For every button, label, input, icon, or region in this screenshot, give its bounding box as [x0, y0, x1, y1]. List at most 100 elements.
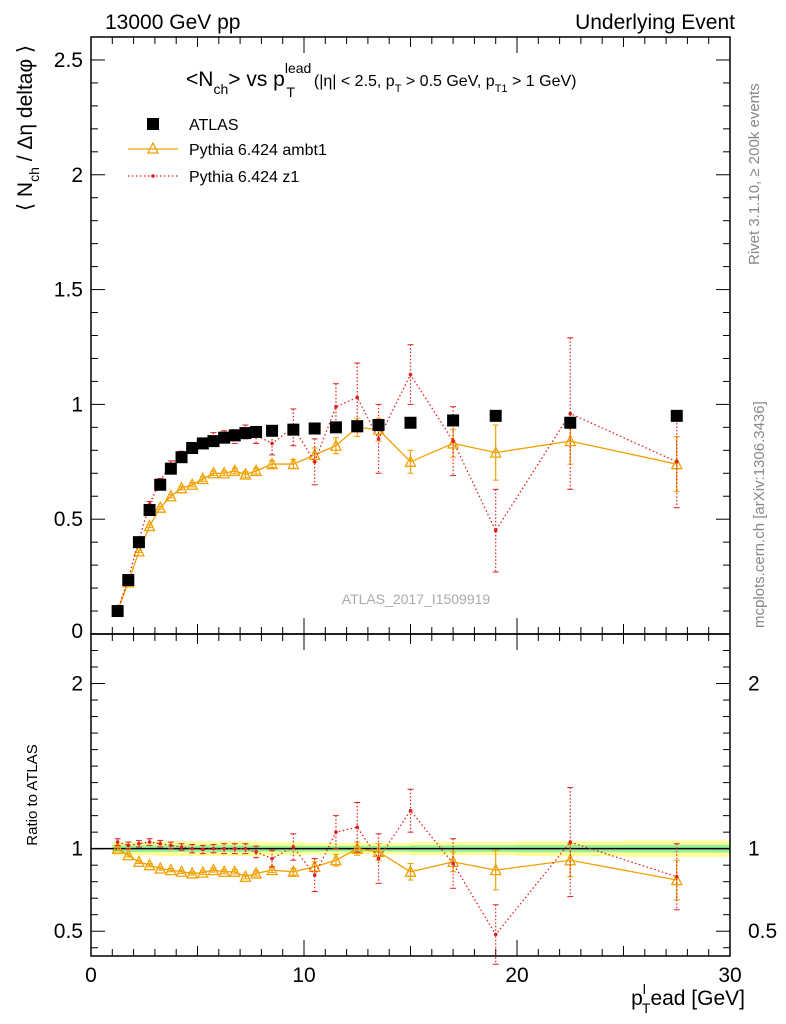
watermark: ATLAS_2017_I1509919: [342, 591, 491, 607]
main-atlas-point: [351, 420, 364, 433]
main-ambt1-point: [239, 467, 252, 480]
ratio-z1-point: [158, 841, 163, 846]
main-ambt1-point: [564, 434, 577, 447]
main-z1-point: [376, 437, 381, 441]
ratio-z1-point: [312, 873, 317, 877]
ratio-ambt1-point: [132, 854, 145, 868]
ratio-ambt1-point: [143, 858, 156, 871]
legend-label-ambt1: Pythia 6.424 ambt1: [189, 142, 327, 159]
main-z1-point: [334, 404, 338, 409]
x-ticks: 0 10 20 30: [85, 37, 742, 987]
main-frame: [90, 36, 731, 635]
ratio-frame: [90, 633, 731, 957]
main-ambt1-point: [228, 464, 241, 477]
ratio-ambt1-point: [250, 866, 263, 879]
ratio-series-layer: [91, 787, 730, 965]
main-series-layer: [111, 337, 683, 618]
main-atlas-point: [228, 429, 241, 442]
main-atlas-point: [266, 424, 279, 437]
main-atlas-point: [489, 409, 502, 422]
ratio-ambt1-point: [186, 866, 199, 879]
ratio-ambt1-point: [372, 845, 385, 858]
main-atlas-point: [154, 478, 167, 491]
main-atlas-point: [564, 416, 577, 429]
ratio-z1-point: [376, 856, 381, 861]
main-atlas-point: [329, 421, 342, 434]
ratio-ambt1-point: [122, 848, 135, 861]
main-z1-point: [355, 395, 360, 400]
ratio-ambt1-point: [308, 859, 321, 872]
main-z1-point: [493, 528, 498, 533]
ratio-y-tick-label: 0.5: [54, 920, 83, 943]
ratio-y-ticks: 0.5 0.5 1 1 2 2: [54, 650, 777, 949]
main-ambt1-point: [207, 466, 220, 479]
main-atlas-point: [447, 414, 460, 427]
ratio-y-tick-label: 2: [71, 673, 83, 696]
ratio-z1-point: [355, 825, 360, 829]
main-atlas-point: [175, 451, 188, 464]
header-right: Underlying Event: [575, 11, 735, 34]
main-ambt1-point: [143, 519, 156, 532]
ratio-ambt1-point: [196, 865, 209, 878]
ratio-z1-point: [147, 840, 152, 844]
main-y-ticks: 0.5 1 1.5 2 2.5 0: [54, 36, 730, 643]
main-atlas-point: [111, 605, 124, 618]
ratio-z1-point: [179, 845, 184, 849]
ratio-ambt1-point: [154, 861, 167, 874]
legend-label-z1: Pythia 6.424 z1: [189, 169, 299, 186]
ratio-y-tick-label: 1: [71, 838, 83, 861]
ratio-ambt1-point: [164, 863, 177, 876]
main-z1-line: [117, 373, 678, 611]
main-z1-point: [312, 459, 317, 464]
ratio-ambt1-point: [265, 863, 279, 876]
ratio-ambt1-point: [351, 841, 364, 854]
main-atlas-point: [186, 442, 199, 455]
main-y-tick-label: 1.5: [54, 279, 83, 302]
main-z1-point: [568, 411, 573, 416]
ratio-y-axis-label: Ratio to ATLAS: [24, 744, 41, 845]
legend-marker-ambt1: [146, 141, 160, 154]
ratio-z1-point: [408, 808, 413, 813]
x-tick-label: 10: [292, 964, 315, 987]
ratio-z1-point: [254, 850, 258, 854]
main-ambt1-point: [164, 489, 177, 502]
ratio-ambt1-point: [404, 864, 417, 877]
main-z1-point: [408, 372, 413, 377]
legend: ATLAS Pythia 6.424 ambt1 Pythia 6.424 z1: [128, 117, 327, 186]
x-tick-label: 0: [85, 964, 97, 987]
main-atlas-point: [250, 425, 263, 438]
main-ambt1-line: [117, 426, 677, 612]
x-axis-label: pl Tead [GeV]: [631, 981, 745, 1016]
ratio-z1-point: [201, 847, 205, 852]
main-atlas-point: [164, 462, 177, 475]
ratio-z1-point: [169, 843, 173, 848]
ratio-ambt1-point: [447, 854, 460, 868]
ratio-ambt1-point: [175, 864, 188, 877]
main-atlas-point: [372, 419, 385, 432]
ratio-z1-point: [243, 846, 248, 851]
ratio-z1-point: [674, 874, 679, 879]
ratio-ambt1-point: [239, 869, 252, 882]
main-atlas-point: [670, 409, 683, 422]
ratio-z1-point: [137, 841, 141, 846]
ratio-z1-point: [568, 840, 573, 844]
main-y-tick-label: 2.5: [54, 49, 83, 72]
main-ambt1-point: [265, 457, 279, 470]
ratio-y-tick-label-right: 2: [748, 673, 760, 696]
ratio-ambt1-point: [228, 864, 241, 877]
main-y-axis-label: ⟨ Nch / Δη deltaφ ⟩: [14, 45, 42, 211]
ratio-z1-point: [270, 856, 274, 861]
main-atlas-point: [404, 416, 417, 429]
ratio-z1-point: [493, 932, 498, 937]
main-y-tick-label: 1: [71, 393, 83, 416]
main-ambt1-point: [329, 438, 343, 451]
ratio-ambt1-point: [489, 863, 502, 876]
x-tick-label: 20: [505, 964, 528, 987]
ratio-z1-point: [190, 846, 194, 851]
main-atlas-point: [196, 437, 209, 450]
main-plot-title: <Nch> vs plead T(|η| < 2.5, pT > 0.5 GeV,…: [186, 60, 576, 100]
main-ambt1-point: [154, 500, 167, 513]
main-atlas-point: [287, 423, 300, 436]
main-ambt1-point: [218, 466, 231, 479]
